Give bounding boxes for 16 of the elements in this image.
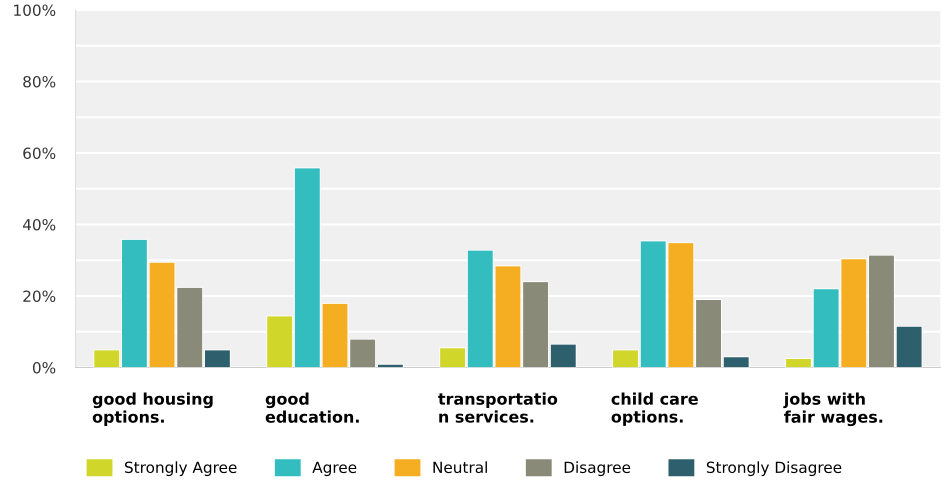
legend-label: Strongly Agree <box>124 461 237 476</box>
y-tick-label: 60% <box>23 147 56 160</box>
x-tick-label: child care options. <box>612 392 698 426</box>
legend-label: Disagree <box>564 461 630 476</box>
legend-label: Agree <box>312 462 356 476</box>
y-tick-label: 40% <box>22 218 56 231</box>
y-tick-label: 100% <box>14 4 56 16</box>
legend-label: Neutral <box>433 461 487 474</box>
y-tick-label: 0% <box>32 362 56 374</box>
y-tick-label: 80% <box>23 76 56 88</box>
x-tick-label: transportatio n services. <box>438 392 558 423</box>
x-tick-label: jobs with fair wages. <box>783 392 882 426</box>
x-tick-label: good education. <box>266 392 359 423</box>
x-tick-label: good housing options. <box>92 392 213 426</box>
y-tick-label: 20% <box>23 290 56 302</box>
legend-label: Strongly Disagree <box>706 461 842 476</box>
